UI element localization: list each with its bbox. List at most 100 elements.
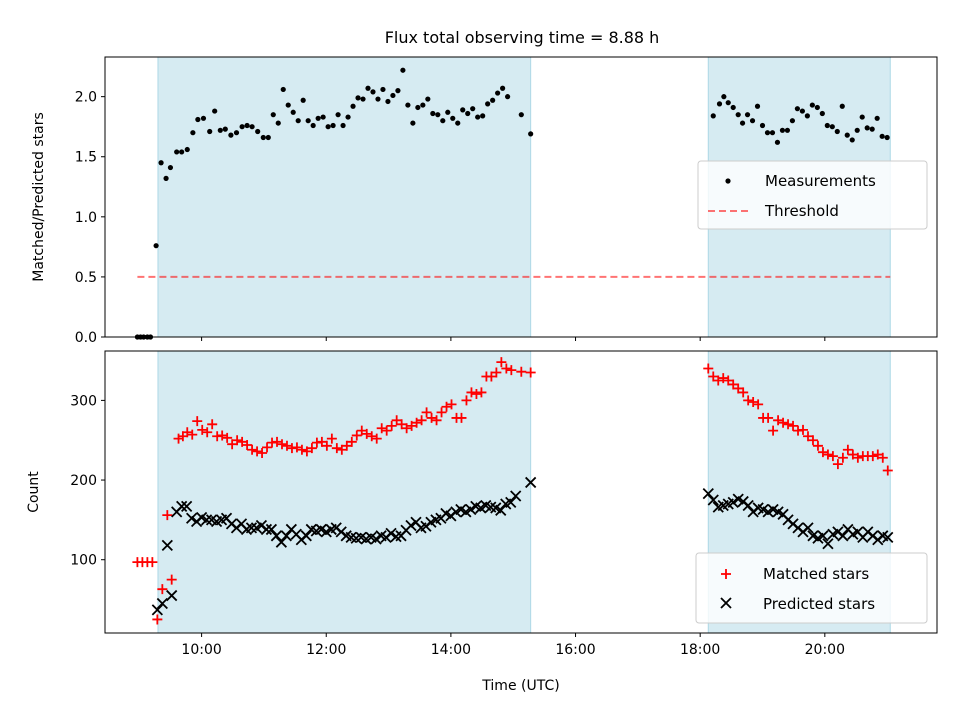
legend-threshold-label: Threshold	[764, 202, 839, 220]
measurement-point	[179, 149, 185, 155]
predicted-star-point	[822, 538, 834, 550]
measurement-point	[744, 112, 751, 118]
measurement-point	[749, 118, 756, 124]
measurement-point	[360, 96, 366, 102]
measurement-point	[370, 89, 376, 95]
measurement-point	[325, 124, 331, 130]
matched-star-point	[471, 389, 482, 400]
bottom-xlabel: Time (UTC)	[481, 678, 559, 694]
matched-star-point	[386, 420, 397, 431]
measurement-point	[400, 67, 406, 73]
matched-star-point	[703, 363, 714, 374]
matched-star-point	[738, 387, 749, 398]
top-ytick-label: 0.5	[75, 270, 97, 286]
matched-star-point	[217, 430, 228, 441]
bottom-shaded-region-0	[157, 350, 532, 634]
bottom-xtick-label: 18:00	[680, 642, 720, 658]
measurement-point	[222, 126, 228, 132]
measurement-point	[495, 90, 501, 96]
measurement-point	[789, 118, 796, 124]
measurement-point	[475, 114, 481, 120]
bottom-panel: 100 200 300 10:00 12:00 14:00 16:00 18:00 20:00…	[26, 350, 938, 694]
matched-star-point	[516, 366, 527, 377]
matched-star-point	[525, 367, 536, 378]
predicted-star-point	[727, 496, 739, 508]
measurement-point	[375, 96, 381, 102]
bottom-xtick-label: 10:00	[181, 642, 221, 658]
measurement-point	[244, 122, 250, 129]
matched-star-point	[276, 439, 287, 450]
predicted-star-point	[176, 500, 188, 512]
matched-star-point	[827, 451, 838, 462]
matched-star-point	[788, 420, 799, 431]
measurement-point	[158, 160, 164, 166]
measurement-point	[799, 108, 805, 114]
measurement-point	[528, 131, 534, 137]
matched-star-point	[371, 433, 382, 444]
matched-star-point	[416, 415, 427, 426]
measurement-point	[265, 134, 271, 141]
matched-star-point	[817, 447, 828, 458]
matched-star-point	[257, 447, 268, 458]
matched-star-point	[242, 440, 253, 450]
measurement-point	[233, 130, 240, 136]
predicted-star-point	[385, 527, 397, 540]
top-ytick-label: 1.5	[75, 150, 97, 166]
top-legend: Measurements Threshold	[697, 160, 928, 230]
measurement-point	[425, 96, 431, 102]
predicted-star-point	[702, 487, 714, 500]
measurement-point	[295, 118, 301, 124]
measurement-point	[500, 85, 506, 91]
measurement-point	[859, 114, 865, 120]
matched-star-point	[768, 425, 779, 436]
measurement-point	[455, 120, 461, 126]
top-axes-frame	[104, 56, 938, 338]
matched-star-point	[496, 357, 507, 368]
matched-star-point	[147, 557, 158, 568]
predicted-star-point	[166, 589, 178, 602]
matched-star-point	[807, 435, 818, 446]
matched-star-point	[173, 433, 184, 444]
measurement-point	[305, 118, 311, 124]
matched-star-point	[152, 614, 163, 625]
predicted-star-point	[161, 539, 173, 552]
predicted-star-point	[275, 536, 288, 548]
measurement-point	[365, 85, 371, 91]
matched-star-point	[713, 375, 724, 386]
matched-star-point	[361, 428, 372, 439]
measurement-point	[275, 120, 281, 126]
top-ytick-label: 2.0	[75, 90, 97, 106]
matched-star-point	[812, 440, 823, 451]
measurement-point	[153, 243, 159, 249]
bottom-legend-box	[695, 552, 928, 624]
matched-star-point	[346, 436, 357, 447]
measurement-point	[320, 114, 326, 120]
measurement-point	[174, 149, 180, 155]
measurement-point	[335, 112, 341, 118]
matched-star-point	[232, 435, 243, 446]
matched-star-point	[753, 399, 764, 410]
matched-star-point	[773, 415, 784, 426]
measurement-point	[869, 126, 875, 132]
matched-star-point	[381, 425, 392, 436]
predicted-star-point	[181, 500, 193, 512]
measurement-point	[212, 108, 218, 114]
matched-star-point	[351, 430, 362, 441]
matched-star-point	[852, 452, 863, 463]
matched-star-point	[321, 440, 332, 451]
bottom-axes-frame	[104, 350, 938, 634]
predicted-star-point	[837, 530, 849, 542]
measurement-point	[410, 120, 416, 126]
measurement-point	[450, 115, 456, 121]
matched-star-point	[197, 424, 208, 435]
bottom-ytick-label: 300	[70, 393, 97, 409]
measurement-point	[864, 125, 870, 131]
measurement-point	[435, 112, 441, 118]
measurement-point	[879, 133, 885, 139]
measurement-point	[490, 97, 496, 103]
measurement-point	[249, 124, 255, 130]
matched-star-point	[291, 442, 302, 453]
predicted-star-point	[495, 504, 507, 516]
matched-star-point	[331, 443, 342, 454]
predicted-star-point	[156, 597, 168, 610]
